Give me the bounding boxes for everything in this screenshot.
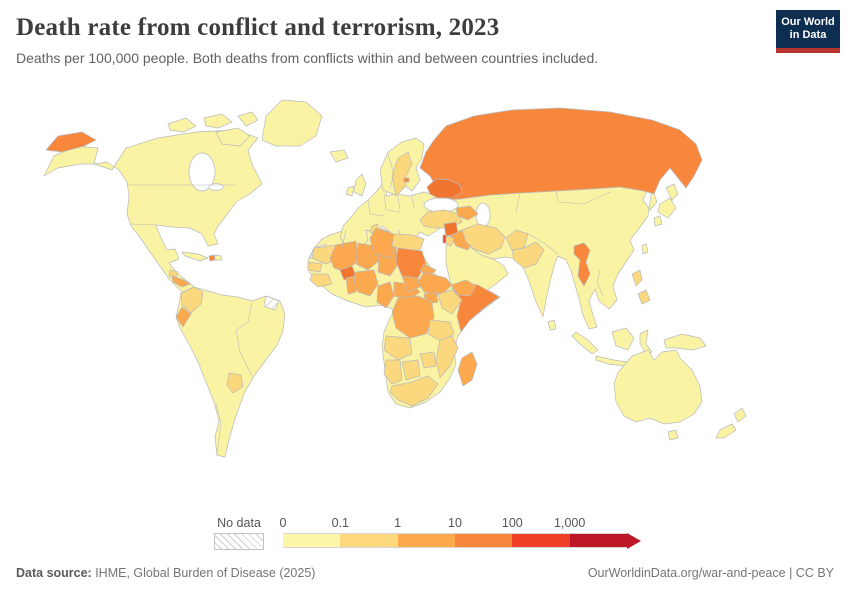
region-namibia[interactable] (383, 359, 403, 385)
region-honduras[interactable] (171, 275, 191, 288)
legend-bin[interactable] (397, 533, 455, 548)
region-botswana[interactable] (401, 359, 421, 381)
region-kenya[interactable] (437, 289, 463, 315)
legend-bin[interactable] (340, 533, 398, 548)
legend-no-data-label: No data (217, 516, 261, 530)
region-kaliningrad[interactable] (403, 177, 410, 183)
region-greenland[interactable] (261, 99, 323, 147)
license-link[interactable]: CC BY (795, 566, 834, 580)
region-jordan[interactable] (445, 235, 455, 247)
legend-bin[interactable] (569, 533, 627, 548)
legend-arrow (627, 533, 641, 549)
legend-colorbar: 0 0.1 1 10 100 1,000 (279, 516, 641, 549)
region-north-america-mainland[interactable] (43, 129, 263, 304)
region-philippines[interactable] (631, 269, 651, 305)
region-libya[interactable] (369, 227, 395, 259)
region-cameroon[interactable] (376, 281, 395, 309)
region-yemen[interactable] (450, 279, 477, 297)
legend-tick: 0 (279, 516, 287, 530)
legend-tick: 10 (448, 516, 462, 530)
region-afghanistan[interactable] (505, 229, 529, 251)
data-source: Data source: IHME, Global Burden of Dise… (16, 566, 315, 580)
legend-tick: 1 (394, 516, 402, 530)
owid-link[interactable]: OurWorldinData.org/war-and-peace (587, 566, 786, 580)
region-senegal[interactable] (307, 261, 323, 273)
region-sri-lanka[interactable] (547, 319, 557, 331)
region-palestine[interactable] (442, 234, 447, 244)
great-lakes (208, 183, 224, 191)
region-haiti[interactable] (208, 254, 216, 262)
legend-no-data-swatch[interactable] (214, 533, 264, 550)
chart-subtitle: Deaths per 100,000 people. Both deaths f… (16, 50, 599, 66)
region-benin-togo[interactable] (345, 275, 357, 295)
region-russia[interactable] (419, 107, 703, 201)
region-ukraine[interactable] (426, 178, 463, 199)
owid-logo-line1: Our World (781, 16, 835, 29)
region-south-america-mainland[interactable] (175, 286, 286, 458)
footer: Data source: IHME, Global Burden of Dise… (0, 566, 850, 580)
region-french-guiana[interactable] (263, 295, 280, 311)
region-tasmania[interactable] (667, 429, 679, 441)
region-madagascar[interactable] (457, 351, 478, 387)
region-russia-chukotka[interactable] (45, 131, 97, 153)
legend-tick: 0.1 (331, 516, 350, 530)
region-colombia[interactable] (180, 286, 204, 314)
region-dominican-republic[interactable] (214, 254, 223, 261)
region-iran[interactable] (461, 223, 506, 255)
legend-no-data: No data (213, 516, 265, 550)
data-source-label: Data source: (16, 566, 92, 580)
legend-tick: 100 (501, 516, 523, 530)
caspian-sea (475, 202, 491, 228)
region-paraguay[interactable] (226, 372, 244, 394)
world-choropleth-map (43, 99, 747, 458)
owid-logo-line2: in Data (789, 29, 827, 41)
footer-links: OurWorldinData.org/war-and-peace | CC BY (588, 566, 834, 580)
legend-bin[interactable] (283, 533, 341, 548)
region-caucasus[interactable] (455, 205, 479, 221)
region-new-guinea[interactable] (663, 333, 707, 351)
region-south-africa[interactable] (389, 375, 439, 407)
region-cuba[interactable] (181, 251, 209, 262)
region-ecuador[interactable] (175, 306, 192, 328)
region-british-isles[interactable] (345, 173, 367, 197)
legend-bins (283, 533, 627, 548)
hudson-bay (188, 152, 216, 192)
country-borders (127, 153, 611, 456)
region-egypt[interactable] (391, 233, 425, 252)
region-myanmar[interactable] (573, 242, 591, 287)
region-japan[interactable] (653, 183, 679, 227)
region-pakistan[interactable] (511, 241, 545, 269)
legend-ticks: 0 0.1 1 10 100 1,000 (279, 516, 627, 533)
region-new-zealand[interactable] (715, 407, 747, 439)
region-iceland[interactable] (329, 149, 349, 163)
owid-logo[interactable]: Our World in Data (776, 10, 840, 53)
region-sweden[interactable] (391, 151, 413, 197)
region-guinea[interactable] (309, 273, 333, 288)
region-zimbabwe[interactable] (419, 351, 437, 369)
region-taiwan[interactable] (641, 243, 649, 255)
legend-tick: 1,000 (554, 516, 586, 530)
black-sea (423, 197, 459, 213)
region-canadian-archipelago[interactable] (167, 111, 259, 147)
page-title: Death rate from conflict and terrorism, … (16, 14, 500, 41)
region-australia[interactable] (613, 349, 703, 425)
footer-separator: | (785, 566, 796, 580)
region-mozambique[interactable] (435, 335, 459, 379)
legend-bin[interactable] (512, 533, 570, 548)
data-source-value: IHME, Global Burden of Disease (2025) (91, 566, 316, 580)
region-drc[interactable] (391, 295, 435, 339)
legend-bin[interactable] (454, 533, 513, 548)
region-angola[interactable] (383, 335, 413, 361)
